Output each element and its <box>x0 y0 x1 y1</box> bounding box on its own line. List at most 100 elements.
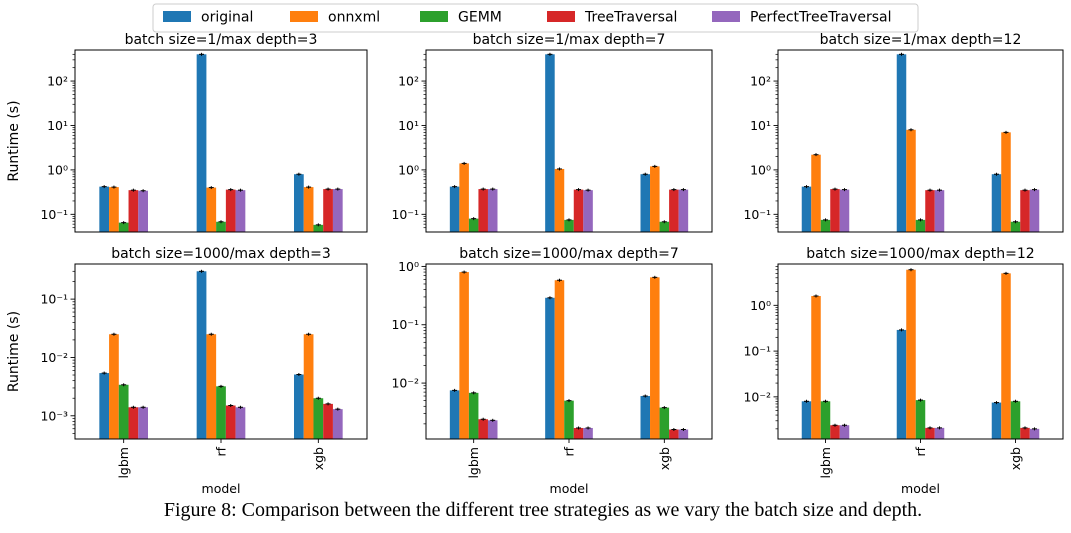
y-tick-label: 10⁻¹ <box>391 317 419 332</box>
y-tick-label: 10⁰ <box>398 259 419 274</box>
bar-original-xgb <box>294 174 304 232</box>
chart-panel-1: batch size=1/max depth=3 10⁻¹ 10⁰ 10¹ 10² Run… <box>6 32 368 233</box>
bar-perfecttreetraversal-xgb <box>1029 428 1040 439</box>
bar-perfecttreetraversal-xgb <box>1029 189 1040 232</box>
bar-gemm-xgb <box>313 398 324 439</box>
bar-gemm-lgbm <box>118 384 129 439</box>
bar-perfecttreetraversal-xgb <box>678 189 689 232</box>
chart-panel-3: batch size=1/max depth=12 10⁻¹ 10⁰ 10¹ 10² <box>743 32 1064 233</box>
bar-perfecttreetraversal-rf <box>583 190 593 232</box>
x-tick-label: rf <box>913 446 928 456</box>
bar-gemm-xgb <box>313 224 324 232</box>
bar-onnxml-lgbm <box>811 295 821 439</box>
y-tick-label: 10¹ <box>750 118 771 133</box>
bar-gemm-rf <box>564 400 574 439</box>
bar-perfecttreetraversal-rf <box>235 190 246 232</box>
bar-onnxml-rf <box>206 187 217 232</box>
chart-panels: batch size=1/max depth=3 10⁻¹ 10⁰ 10¹ 10² Run… <box>6 32 1064 496</box>
x-tick-label: lgbm <box>116 447 131 479</box>
legend-swatch-treetraversal <box>547 11 575 22</box>
chart-panel-4: batch size=1000/max depth=3 10⁻³ 10⁻² 10⁻¹ l… <box>6 246 368 496</box>
bar-gemm-rf <box>216 386 226 439</box>
bar-original-xgb <box>294 374 304 439</box>
legend-label-perfecttreetraversal: PerfectTreeTraversal <box>750 10 891 26</box>
bar-gemm-xgb <box>659 407 670 439</box>
bar-perfecttreetraversal-lgbm <box>487 189 498 232</box>
y-tick-label: 10⁰ <box>47 162 68 177</box>
chart-panel-5: batch size=1000/max depth=7 10⁻² 10⁻¹ 10⁰ lg… <box>391 246 713 496</box>
figure-caption: Figure 8: Comparison between the differe… <box>164 499 922 521</box>
bar-perfecttreetraversal-rf <box>934 190 945 232</box>
bar-onnxml-rf <box>554 280 565 439</box>
bar-original-xgb <box>640 396 651 439</box>
bar-onnxml-rf <box>906 129 916 232</box>
bar-perfecttreetraversal-xgb <box>332 189 343 232</box>
bar-onnxml-xgb <box>650 277 660 439</box>
bar-onnxml-lgbm <box>109 187 119 232</box>
y-tick-label: 10⁻² <box>40 350 68 365</box>
bar-treetraversal-rf <box>573 427 584 439</box>
x-tick-label: rf <box>562 446 577 456</box>
bar-onnxml-rf <box>554 168 565 232</box>
legend-label-original: original <box>201 10 253 26</box>
bar-gemm-rf <box>216 221 226 232</box>
y-tick-label: 10⁻² <box>391 376 419 391</box>
y-axis-label: Runtime (s) <box>6 100 22 181</box>
bar-gemm-xgb <box>1010 401 1021 439</box>
y-tick-label: 10⁰ <box>750 162 771 177</box>
bar-gemm-lgbm <box>468 392 479 439</box>
bar-gemm-lgbm <box>820 219 831 232</box>
legend-swatch-original <box>163 11 191 22</box>
bar-original-rf <box>196 54 207 233</box>
legend-swatch-gemm <box>420 11 448 22</box>
bar-perfecttreetraversal-rf <box>583 427 593 439</box>
bar-perfecttreetraversal-rf <box>235 407 246 439</box>
bar-treetraversal-rf <box>925 427 935 439</box>
y-tick-label: 10¹ <box>398 118 419 133</box>
bar-original-lgbm <box>449 390 460 439</box>
chart-panel-6: batch size=1000/max depth=12 10⁻² 10⁻¹ 10⁰ l… <box>743 246 1064 496</box>
x-axis-label: model <box>901 481 940 496</box>
bar-original-lgbm <box>99 373 110 439</box>
x-axis-label: model <box>202 481 241 496</box>
bar-original-lgbm <box>801 401 812 439</box>
bar-original-xgb <box>640 174 651 232</box>
chart-title: batch size=1000/max depth=7 <box>459 246 679 262</box>
y-tick-label: 10² <box>398 74 419 89</box>
bar-treetraversal-rf <box>573 189 584 232</box>
bar-treetraversal-rf <box>225 189 236 232</box>
x-tick-label: rf <box>214 446 229 456</box>
bar-treetraversal-xgb <box>669 429 679 439</box>
legend-swatch-onnxml <box>290 11 318 22</box>
plot-frame <box>425 49 713 233</box>
bar-treetraversal-lgbm <box>478 419 488 439</box>
bar-onnxml-lgbm <box>811 154 821 232</box>
legend-label-onnxml: onnxml <box>328 10 380 26</box>
y-tick-label: 10⁰ <box>750 298 771 313</box>
bar-gemm-rf <box>915 219 926 232</box>
bar-original-lgbm <box>99 186 110 232</box>
y-tick-label: 10⁻¹ <box>40 292 68 307</box>
chart-title: batch size=1/max depth=3 <box>125 32 318 48</box>
x-tick-label: lgbm <box>466 447 481 479</box>
y-tick-label: 10² <box>47 74 68 89</box>
bar-onnxml-xgb <box>1001 132 1011 232</box>
bar-original-lgbm <box>801 186 812 232</box>
chart-panel-2: batch size=1/max depth=7 10⁻¹ 10⁰ 10¹ 10² <box>391 32 713 233</box>
bar-treetraversal-xgb <box>669 189 679 232</box>
bar-treetraversal-lgbm <box>830 189 840 232</box>
bar-onnxml-lgbm <box>459 272 469 439</box>
bar-perfecttreetraversal-lgbm <box>839 425 850 439</box>
bar-gemm-rf <box>564 219 574 232</box>
x-tick-label: xgb <box>311 447 326 470</box>
bar-original-rf <box>896 329 907 439</box>
bar-original-xgb <box>991 174 1002 232</box>
x-tick-label: lgbm <box>818 447 833 479</box>
x-tick-label: xgb <box>657 447 672 470</box>
x-tick-label: xgb <box>1008 447 1023 470</box>
bar-original-rf <box>896 54 907 233</box>
plot-frame <box>777 49 1064 233</box>
bar-gemm-lgbm <box>820 401 831 439</box>
